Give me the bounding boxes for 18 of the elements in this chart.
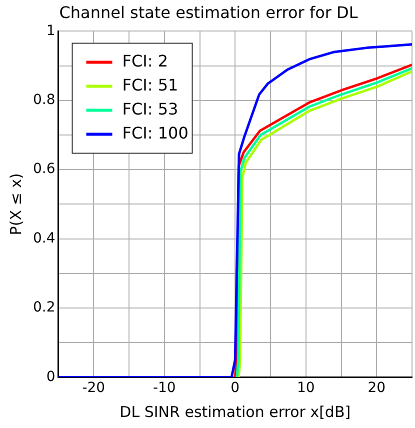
x-tick-label: 20 xyxy=(368,380,386,396)
y-tick-label: 0.8 xyxy=(33,92,56,108)
y-tick-label: 0.4 xyxy=(33,230,56,246)
legend-label: FCI: 100 xyxy=(122,123,188,142)
y-tick-label: 0.2 xyxy=(33,300,56,316)
legend-label: FCI: 51 xyxy=(122,75,178,94)
x-tick-label: 10 xyxy=(296,380,315,396)
x-tick-label: -20 xyxy=(82,380,106,396)
y-tick-label: 0.6 xyxy=(33,161,56,178)
y-tick-label: 0 xyxy=(46,368,56,385)
x-axis-title: DL SINR estimation error x[dB] xyxy=(120,402,351,421)
y-tick-label: 1 xyxy=(46,22,56,39)
legend-label: FCI: 53 xyxy=(122,99,178,118)
chart-title: Channel state estimation error for DL xyxy=(59,2,358,22)
x-tick-label: 0 xyxy=(230,380,240,396)
legend-label: FCI: 2 xyxy=(122,51,168,70)
y-axis-title: P(X ≤ x) xyxy=(6,173,25,236)
x-tick-label: -10 xyxy=(152,380,176,396)
